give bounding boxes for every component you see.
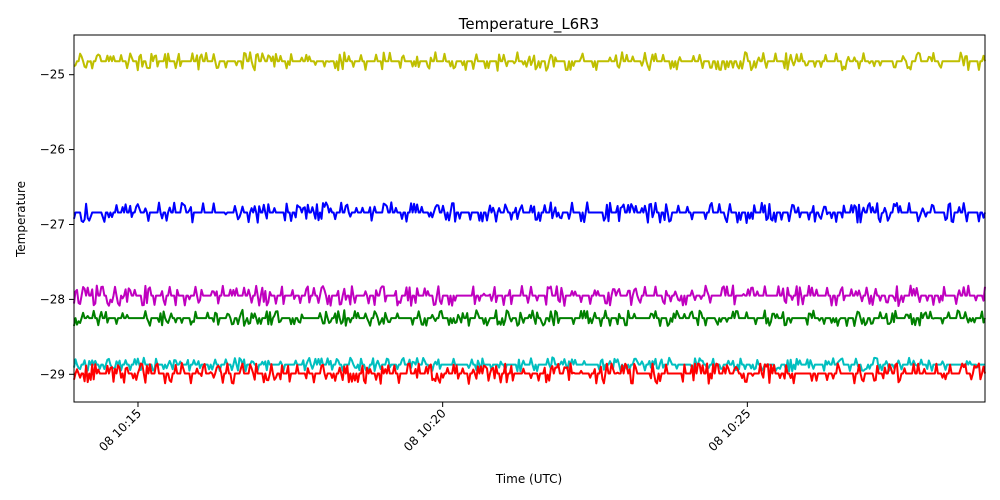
y-tick-label: −29	[40, 367, 65, 381]
series-line-cyan	[73, 356, 985, 373]
x-axis-ticks: 08 10:15 08 10:20 08 10:25	[96, 402, 753, 454]
series-line-green	[73, 308, 986, 327]
plot-frame	[73, 34, 986, 403]
y-axis-ticks: −25 −26 −27 −28 −29	[40, 68, 74, 381]
x-tick-label: 08 10:25	[706, 406, 754, 454]
y-axis-label: Temperature	[14, 181, 28, 258]
chart-title: Temperature_L6R3	[458, 15, 599, 34]
x-tick-label: 08 10:20	[401, 406, 449, 454]
series-line-magenta	[73, 284, 986, 307]
x-tick-label: 08 10:15	[96, 406, 144, 454]
series-line-yellow	[73, 51, 986, 72]
y-tick-label: −27	[40, 217, 65, 231]
series-line-blue	[73, 201, 986, 224]
y-tick-label: −26	[40, 143, 65, 157]
x-axis-label: Time (UTC)	[495, 472, 562, 486]
y-tick-label: −25	[40, 68, 65, 82]
series-layer	[73, 51, 986, 385]
series-line-red	[73, 362, 986, 385]
y-tick-label: −28	[40, 292, 65, 306]
